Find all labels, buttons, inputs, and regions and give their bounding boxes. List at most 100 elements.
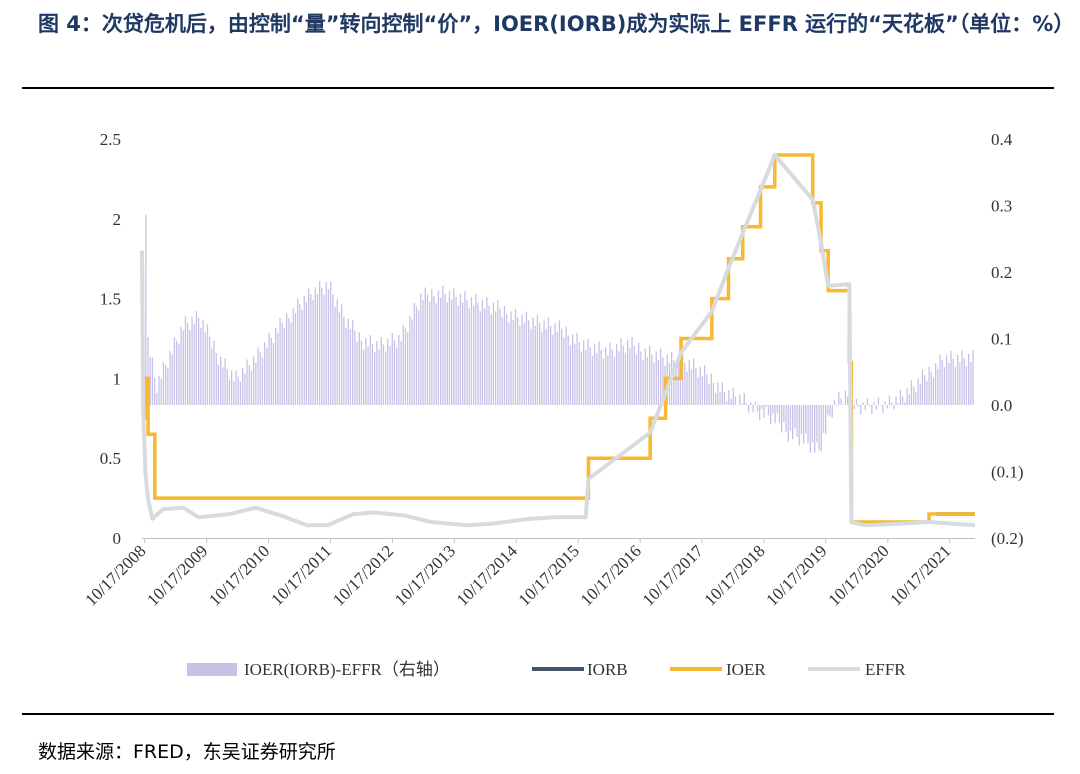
spread-bar [158, 375, 160, 405]
spread-bar [156, 392, 158, 405]
spread-bar [466, 299, 468, 405]
x-tick-label: 10/17/2014 [453, 541, 522, 610]
spread-bar [939, 354, 941, 405]
spread-bar [543, 320, 545, 405]
footer-divider [22, 713, 1054, 715]
spread-bar [594, 344, 596, 405]
spread-bar [440, 297, 442, 405]
spread-bar [620, 338, 622, 405]
spread-bar [545, 328, 547, 405]
left-tick-label: 2 [113, 210, 122, 229]
spread-bar [924, 375, 926, 405]
spread-bar [402, 324, 404, 405]
spread-bar [413, 302, 415, 405]
spread-bar [829, 405, 831, 417]
spread-bar [609, 342, 611, 405]
spread-bar [948, 363, 950, 405]
spread-bar [189, 329, 191, 405]
spread-bar [213, 340, 215, 405]
spread-bar [398, 334, 400, 405]
spread-bar [352, 320, 354, 405]
spread-bar [583, 340, 585, 405]
spread-bar [690, 369, 693, 405]
spread-bar [521, 314, 523, 405]
spread-bar [679, 365, 682, 405]
left-axis: 0 0.5 1 1.5 2 2.5 [100, 130, 121, 548]
spread-bar [831, 405, 833, 418]
spread-bar [596, 352, 598, 405]
spread-bar [338, 311, 341, 405]
source-note: 数据来源：FRED，东吴证券研究所 [38, 741, 336, 763]
spread-bar [869, 405, 871, 407]
right-axis: (0.2) (0.1) 0.0 0.1 0.2 0.3 0.4 [991, 130, 1024, 548]
spread-bar [959, 362, 961, 405]
spread-bar [294, 313, 297, 405]
spread-bar [589, 347, 591, 405]
spread-bar [708, 383, 710, 405]
spread-bar [492, 302, 495, 405]
spread-bar [490, 314, 492, 405]
right-tick-label: 0.0 [991, 396, 1012, 415]
spread-bar [730, 398, 732, 405]
spread-bar [935, 363, 937, 405]
spread-bar [855, 398, 858, 405]
spread-bar [288, 317, 290, 405]
spread-bar [470, 297, 473, 405]
spread-bar [455, 296, 457, 405]
left-tick-label: 0.5 [100, 449, 121, 468]
spread-bar [167, 367, 169, 405]
spread-bar [778, 405, 781, 423]
spread-bar [719, 392, 721, 405]
spread-bar [919, 383, 921, 405]
spread-bar [193, 323, 195, 405]
spread-bar [358, 332, 360, 405]
spread-bar [712, 383, 715, 405]
spread-bar [891, 402, 893, 405]
spread-bar [341, 304, 343, 405]
left-tick-label: 1.5 [100, 290, 121, 309]
spread-bar [772, 405, 774, 414]
spread-bar [523, 323, 525, 405]
spread-bar [783, 405, 785, 423]
spread-bar [844, 390, 847, 405]
spread-bar [444, 293, 446, 405]
spread-bar [409, 315, 411, 405]
spread-bar [178, 343, 180, 405]
spread-bar [613, 356, 616, 405]
spread-bar [272, 342, 275, 405]
spread-bar [486, 297, 488, 405]
spread-bar [622, 345, 624, 405]
spread-bar [437, 290, 440, 405]
spread-bar [215, 352, 217, 405]
spread-bar [541, 331, 543, 405]
spread-bar [242, 367, 244, 405]
spread-bar [371, 343, 374, 405]
spread-bar [376, 340, 378, 405]
spread-bar [198, 317, 200, 405]
spread-bar [226, 369, 228, 405]
spread-bar [761, 405, 763, 410]
spread-bar [424, 287, 426, 405]
spread-bar [222, 367, 224, 405]
spread-bar [910, 380, 913, 405]
spread-bar [965, 366, 968, 405]
spread-bar [781, 405, 783, 433]
spread-bar [785, 405, 787, 433]
spread-bar [369, 335, 371, 405]
spread-bar [913, 386, 915, 405]
spread-bar [794, 405, 796, 429]
spread-bar [816, 405, 818, 443]
spread-bar [426, 294, 429, 405]
x-tick-label: 10/17/2011 [267, 541, 335, 609]
spread-bar [187, 323, 189, 405]
spread-bar [319, 281, 321, 405]
spread-bar [453, 288, 455, 405]
x-tick-label: 10/17/2017 [639, 541, 708, 610]
spread-bar [776, 405, 778, 414]
spread-bar [697, 377, 699, 405]
spread-bar [151, 357, 154, 405]
spread-bar [853, 405, 855, 410]
spread-bar [420, 293, 422, 405]
series-lines [140, 152, 976, 528]
spread-bar [937, 368, 939, 405]
